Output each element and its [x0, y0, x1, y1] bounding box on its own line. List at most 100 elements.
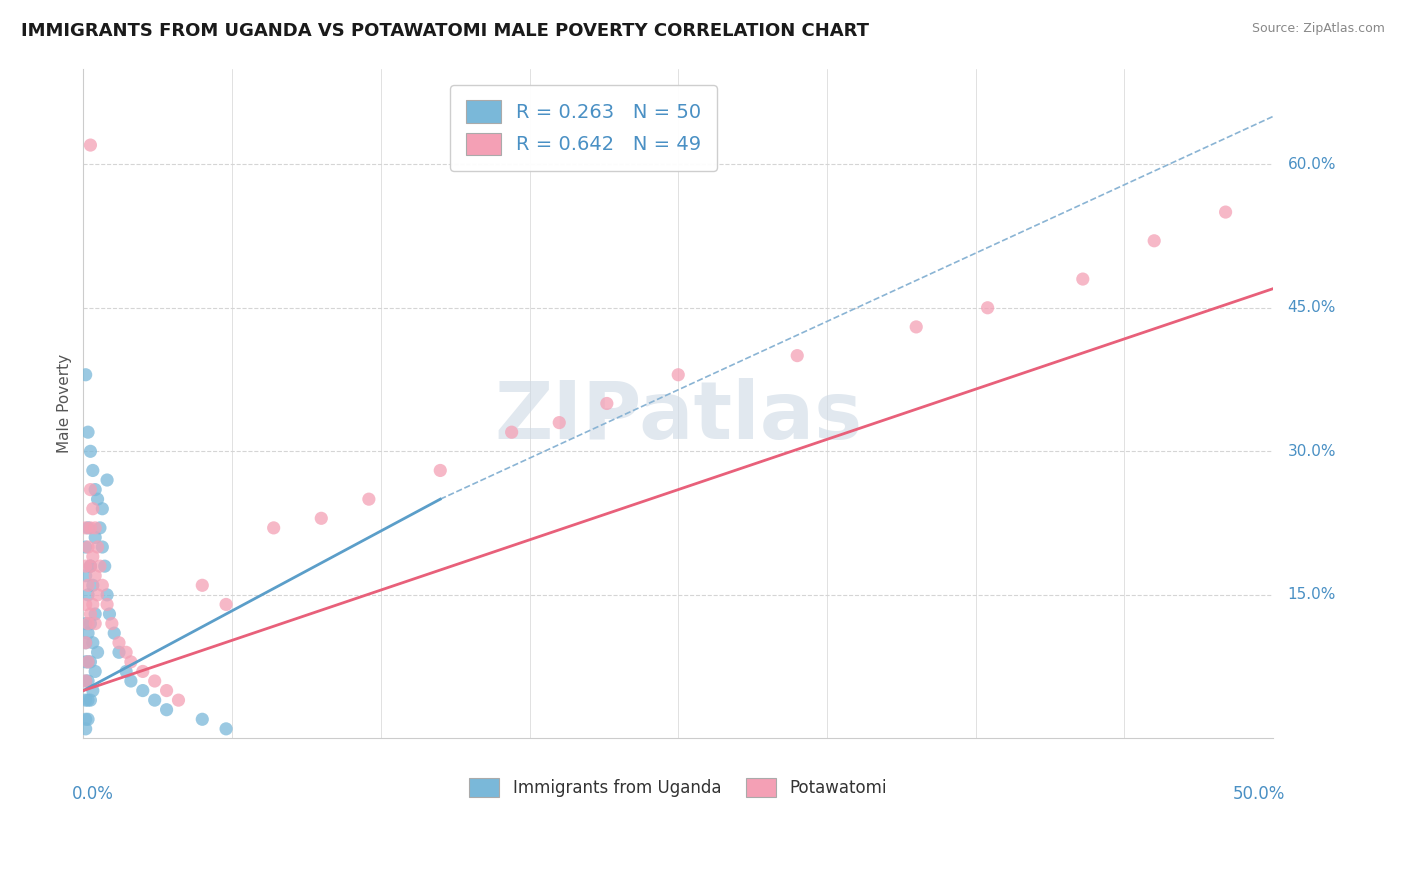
Point — [79, 655, 101, 669]
Point — [82, 501, 104, 516]
Point — [75, 598, 97, 612]
Point — [82, 683, 104, 698]
Point — [108, 636, 131, 650]
Point — [91, 578, 114, 592]
Text: Source: ZipAtlas.com: Source: ZipAtlas.com — [1251, 22, 1385, 36]
Legend: Immigrants from Uganda, Potawatomi: Immigrants from Uganda, Potawatomi — [463, 772, 894, 804]
Text: 30.0%: 30.0% — [1288, 444, 1336, 458]
Point — [77, 425, 100, 440]
Point — [75, 368, 97, 382]
Point — [79, 444, 101, 458]
Point — [215, 722, 238, 736]
Text: 0.0%: 0.0% — [72, 785, 114, 804]
Text: 50.0%: 50.0% — [1233, 785, 1285, 804]
Point — [1143, 234, 1166, 248]
Point — [77, 655, 100, 669]
Point — [79, 559, 101, 574]
Point — [155, 703, 177, 717]
Point — [75, 521, 97, 535]
Point — [84, 521, 107, 535]
Point — [77, 578, 100, 592]
Text: 15.0%: 15.0% — [1288, 587, 1336, 602]
Point — [77, 693, 100, 707]
Point — [77, 673, 100, 688]
Point — [89, 559, 111, 574]
Point — [1071, 272, 1094, 286]
Point — [155, 683, 177, 698]
Point — [79, 559, 101, 574]
Y-axis label: Male Poverty: Male Poverty — [58, 354, 72, 453]
Point — [84, 568, 107, 582]
Point — [75, 655, 97, 669]
Text: 60.0%: 60.0% — [1288, 157, 1336, 172]
Point — [429, 463, 451, 477]
Point — [167, 693, 190, 707]
Point — [91, 501, 114, 516]
Point — [143, 673, 166, 688]
Point — [86, 645, 108, 659]
Point — [120, 655, 142, 669]
Point — [82, 578, 104, 592]
Point — [75, 712, 97, 726]
Text: ZIPatlas: ZIPatlas — [494, 378, 862, 456]
Point — [79, 521, 101, 535]
Point — [101, 616, 124, 631]
Point — [115, 645, 138, 659]
Point — [309, 511, 332, 525]
Point — [98, 607, 121, 621]
Point — [79, 693, 101, 707]
Point — [75, 636, 97, 650]
Point — [75, 616, 97, 631]
Point — [96, 473, 118, 487]
Point — [82, 636, 104, 650]
Point — [84, 483, 107, 497]
Point — [96, 598, 118, 612]
Point — [86, 540, 108, 554]
Point — [84, 616, 107, 631]
Point — [82, 598, 104, 612]
Point — [77, 540, 100, 554]
Point — [79, 616, 101, 631]
Point — [75, 693, 97, 707]
Point — [115, 665, 138, 679]
Point — [976, 301, 998, 315]
Point — [77, 626, 100, 640]
Point — [191, 578, 214, 592]
Point — [77, 712, 100, 726]
Text: IMMIGRANTS FROM UGANDA VS POTAWATOMI MALE POVERTY CORRELATION CHART: IMMIGRANTS FROM UGANDA VS POTAWATOMI MAL… — [21, 22, 869, 40]
Point — [263, 521, 285, 535]
Point — [86, 492, 108, 507]
Point — [75, 568, 97, 582]
Point — [103, 626, 125, 640]
Point — [77, 616, 100, 631]
Point — [357, 492, 380, 507]
Point — [548, 416, 571, 430]
Point — [132, 683, 155, 698]
Point — [905, 319, 928, 334]
Point — [143, 693, 166, 707]
Point — [75, 559, 97, 574]
Point — [77, 521, 100, 535]
Point — [84, 665, 107, 679]
Point — [77, 655, 100, 669]
Point — [84, 607, 107, 621]
Point — [501, 425, 523, 440]
Point — [786, 349, 808, 363]
Point — [82, 549, 104, 564]
Text: 45.0%: 45.0% — [1288, 301, 1336, 315]
Point — [93, 559, 115, 574]
Point — [96, 588, 118, 602]
Point — [120, 673, 142, 688]
Point — [132, 665, 155, 679]
Point — [108, 645, 131, 659]
Point — [79, 607, 101, 621]
Point — [75, 673, 97, 688]
Point — [86, 588, 108, 602]
Point — [91, 540, 114, 554]
Point — [84, 531, 107, 545]
Point — [75, 540, 97, 554]
Point — [79, 138, 101, 153]
Point — [666, 368, 689, 382]
Point — [82, 463, 104, 477]
Point — [75, 722, 97, 736]
